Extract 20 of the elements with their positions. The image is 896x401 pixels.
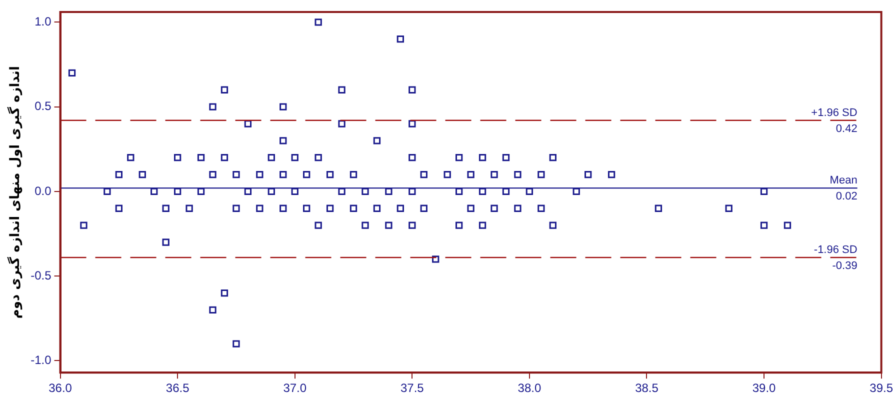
x-tick-label: 38.0 — [518, 381, 542, 396]
annotation: -0.39 — [832, 260, 858, 272]
y-tick-label: 0.5 — [34, 99, 52, 114]
x-tick-label: 39.0 — [752, 381, 776, 396]
x-tick-label: 37.5 — [400, 381, 424, 396]
x-tick-label: 37.0 — [283, 381, 307, 396]
annotation: 0.42 — [836, 122, 858, 135]
annotation: 0.02 — [836, 190, 858, 203]
ref-line-label: +1.96 SD — [811, 106, 858, 119]
y-tick-label: 0.0 — [34, 184, 52, 198]
x-tick-label: 36.5 — [166, 381, 190, 396]
y-tick-label: -1.0 — [30, 353, 52, 368]
ref-line-label: -1.96 SD — [814, 244, 858, 256]
y-axis-title: اندازه گیری اول منهای اندازه گیری دوم — [7, 66, 24, 319]
y-tick-label: 1.0 — [34, 14, 52, 28]
y-tick-label: -0.5 — [30, 268, 52, 282]
x-tick-label: 39.5 — [870, 381, 894, 396]
x-tick-label: 36.0 — [48, 381, 72, 396]
ref-line-label: Mean — [830, 174, 858, 187]
x-tick-label: 38.5 — [635, 381, 659, 396]
